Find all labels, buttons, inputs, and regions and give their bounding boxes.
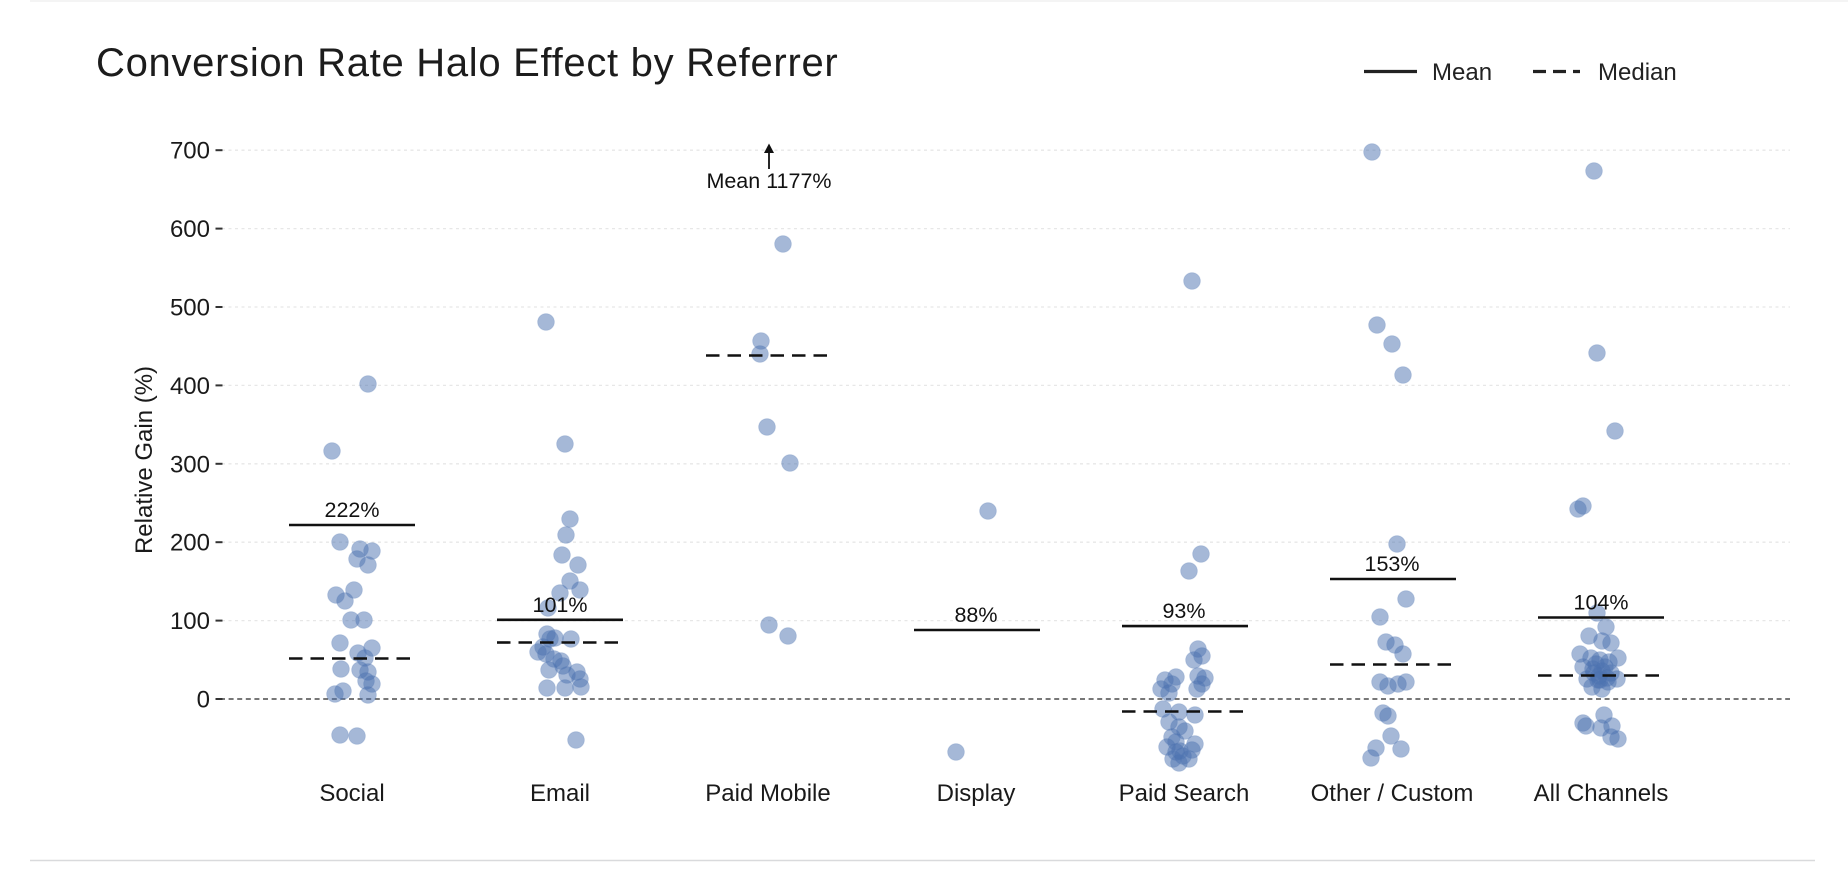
svg-text:Median: Median xyxy=(1598,59,1677,86)
svg-text:100: 100 xyxy=(170,608,210,635)
svg-text:500: 500 xyxy=(170,295,210,322)
svg-text:101%: 101% xyxy=(533,593,588,617)
svg-text:Mean 1177%: Mean 1177% xyxy=(706,169,831,193)
svg-text:700: 700 xyxy=(170,138,210,165)
svg-text:600: 600 xyxy=(170,216,210,243)
svg-text:104%: 104% xyxy=(1574,591,1629,615)
svg-text:0: 0 xyxy=(197,687,210,714)
svg-text:Conversion Rate Halo Effect by: Conversion Rate Halo Effect by Referrer xyxy=(96,41,838,85)
svg-text:Social: Social xyxy=(319,780,384,807)
svg-text:Display: Display xyxy=(937,780,1016,807)
svg-text:200: 200 xyxy=(170,530,210,557)
svg-text:Paid Mobile: Paid Mobile xyxy=(705,780,830,807)
svg-text:400: 400 xyxy=(170,373,210,400)
svg-text:88%: 88% xyxy=(954,603,997,627)
svg-text:All Channels: All Channels xyxy=(1534,780,1669,807)
svg-text:300: 300 xyxy=(170,451,210,478)
svg-text:Other / Custom: Other / Custom xyxy=(1311,780,1474,807)
svg-text:222%: 222% xyxy=(325,498,380,522)
svg-text:93%: 93% xyxy=(1162,599,1205,623)
svg-text:153%: 153% xyxy=(1365,552,1420,576)
svg-text:Email: Email xyxy=(530,780,590,807)
svg-text:Mean: Mean xyxy=(1432,59,1492,86)
svg-text:Relative Gain (%): Relative Gain (%) xyxy=(131,366,158,554)
svg-text:Paid Search: Paid Search xyxy=(1119,780,1250,807)
